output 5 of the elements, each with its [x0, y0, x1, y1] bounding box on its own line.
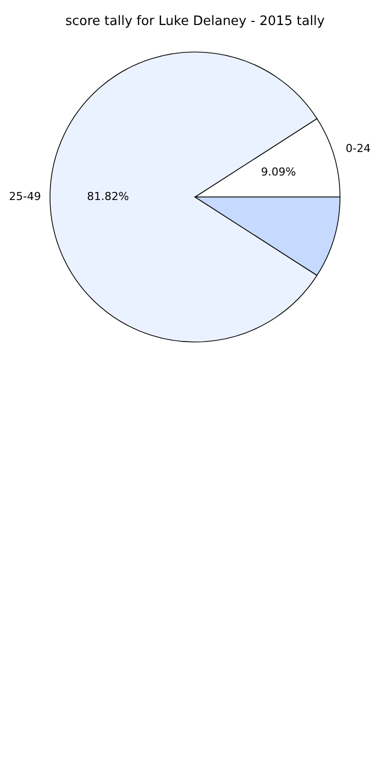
slice-label: 25-49	[9, 190, 41, 203]
chart-title: score tally for Luke Delaney - 2015 tally	[65, 14, 325, 29]
data-label: 9.09%	[261, 165, 296, 178]
slice-label: 0-24	[346, 142, 371, 156]
data-label: 81.82%	[87, 190, 129, 203]
